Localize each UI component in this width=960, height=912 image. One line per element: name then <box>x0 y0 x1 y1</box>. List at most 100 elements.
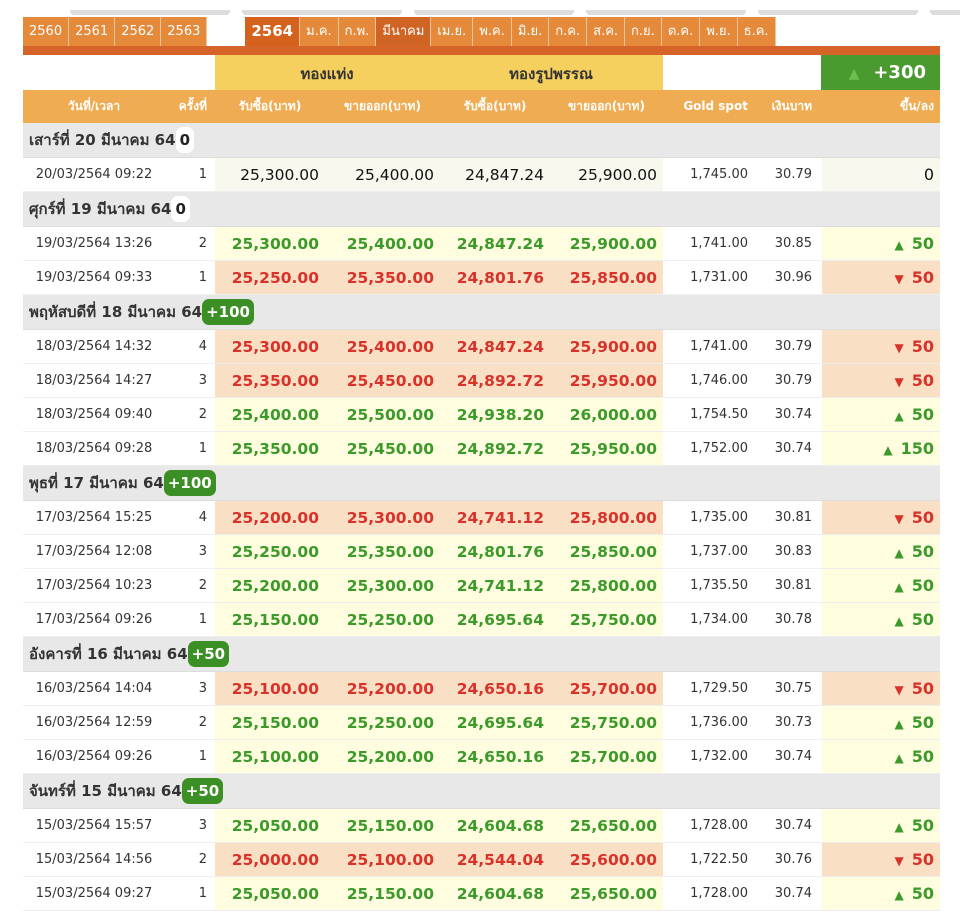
tab-month-9[interactable]: ก.ย. <box>625 17 662 46</box>
change-cell: ▼ 50 <box>822 843 940 876</box>
tab-year-2562[interactable]: 2562 <box>115 17 162 46</box>
gold-spot-cell: 1,754.50 <box>690 407 748 422</box>
gold-spot-cell: 1,752.00 <box>690 441 748 456</box>
tab-month-10[interactable]: ต.ค. <box>661 17 701 46</box>
thb-rate-cell: 30.74 <box>774 749 812 764</box>
gold-spot-cell: 1,734.00 <box>690 612 748 627</box>
up-triangle-icon: ▲ <box>894 580 904 594</box>
change-cell: ▼ 50 <box>822 261 940 294</box>
change-value: 50 <box>911 747 934 766</box>
gold-spot-cell: 1,731.00 <box>690 270 748 285</box>
bar-sell-cell: 25,250.00 <box>325 603 440 636</box>
tab-month-11[interactable]: พ.ย. <box>700 17 738 46</box>
round-cell: 1 <box>198 270 207 285</box>
column-header: เงินบาท <box>771 99 812 113</box>
round-cell: 3 <box>198 544 207 559</box>
tab-month-1[interactable]: ม.ค. <box>300 17 339 46</box>
round-cell: 1 <box>198 612 207 627</box>
up-triangle-icon: ▲ <box>894 888 904 902</box>
tab-month-12[interactable]: ธ.ค. <box>737 17 776 46</box>
tab-month-5[interactable]: พ.ค. <box>473 17 512 46</box>
bar-sell-cell: 25,350.00 <box>325 535 440 568</box>
datetime-cell: 16/03/2564 14:04 <box>35 681 153 696</box>
table-row: 15/03/2564 15:57 3 25,050.00 25,150.00 24,60… <box>23 809 940 843</box>
change-cell: ▲ 150 <box>822 432 940 465</box>
ornament-sell-cell: 25,600.00 <box>550 843 663 876</box>
ornament-sell-cell: 25,700.00 <box>550 672 663 705</box>
bar-sell-cell: 25,450.00 <box>325 364 440 397</box>
day-change-badge: +100 <box>163 470 216 496</box>
table-row: 18/03/2564 14:32 4 25,300.00 25,400.00 24,84… <box>23 330 940 364</box>
ornament-buy-cell: 24,741.12 <box>440 569 550 602</box>
day-change-badge: +50 <box>181 778 224 804</box>
up-triangle-icon: ▲ <box>894 409 904 423</box>
tab-year-2561[interactable]: 2561 <box>69 17 116 46</box>
gold-spot-cell: 1,728.00 <box>690 818 748 833</box>
day-header: อังคารที่ 16 มีนาคม 64 +50 <box>23 637 940 672</box>
tab-year-2560[interactable]: 2560 <box>23 17 70 46</box>
day-header: พุธที่ 17 มีนาคม 64 +100 <box>23 466 940 501</box>
bar-sell-cell: 25,400.00 <box>325 227 440 260</box>
thb-rate-cell: 30.73 <box>774 715 812 730</box>
gold-spot-cell: 1,736.00 <box>690 715 748 730</box>
day-header: พฤหัสบดีที่ 18 มีนาคม 64 +100 <box>23 295 940 330</box>
ornament-sell-cell: 26,000.00 <box>550 398 663 431</box>
up-triangle-icon: ▲ <box>894 238 904 252</box>
change-cell: ▲ 50 <box>822 809 940 842</box>
tab-month-2[interactable]: ก.พ. <box>338 17 377 46</box>
bar-sell-cell: 25,400.00 <box>325 158 440 191</box>
down-triangle-icon: ▼ <box>894 683 904 697</box>
ornament-sell-cell: 25,900.00 <box>550 227 663 260</box>
ornament-sell-cell: 25,950.00 <box>550 364 663 397</box>
top-image-strip <box>70 0 960 15</box>
ornament-buy-cell: 24,604.68 <box>440 809 550 842</box>
ornament-sell-cell: 25,850.00 <box>550 535 663 568</box>
column-header: ครั้งที่ <box>178 99 207 113</box>
tab-year-2563[interactable]: 2563 <box>161 17 208 46</box>
tab-gap <box>207 17 245 46</box>
column-header: รับซื้อ(บาท) <box>463 99 527 113</box>
up-triangle-icon: ▲ <box>894 614 904 628</box>
bar-buy-cell: 25,050.00 <box>215 809 325 842</box>
change-value: 0 <box>923 165 934 184</box>
thb-rate-cell: 30.74 <box>774 407 812 422</box>
datetime-cell: 18/03/2564 09:40 <box>35 407 153 422</box>
gold-spot-cell: 1,735.00 <box>690 510 748 525</box>
table-row: 17/03/2564 15:25 4 25,200.00 25,300.00 24,74… <box>23 501 940 535</box>
tab-month-8[interactable]: ส.ค. <box>587 17 626 46</box>
up-triangle-icon: ▲ <box>883 443 893 457</box>
tab-year-active[interactable]: 2564 <box>245 17 301 46</box>
bar-buy-cell: 25,300.00 <box>215 227 325 260</box>
thb-rate-cell: 30.85 <box>774 236 812 251</box>
ornament-buy-cell: 24,801.76 <box>440 535 550 568</box>
bar-buy-cell: 25,350.00 <box>215 364 325 397</box>
ornament-buy-cell: 24,801.76 <box>440 261 550 294</box>
datetime-cell: 18/03/2564 14:32 <box>35 339 153 354</box>
tab-month-7[interactable]: ก.ค. <box>549 17 588 46</box>
datetime-cell: 20/03/2564 09:22 <box>35 167 153 182</box>
change-value: 50 <box>911 234 934 253</box>
tab-month-3[interactable]: มีนาคม <box>376 17 432 46</box>
change-value: 50 <box>911 405 934 424</box>
bar-buy-cell: 25,250.00 <box>215 535 325 568</box>
table-row: 15/03/2564 09:27 1 25,050.00 25,150.00 24,60… <box>23 877 940 911</box>
tab-month-6[interactable]: มิ.ย. <box>511 17 550 46</box>
round-cell: 3 <box>198 818 207 833</box>
thb-rate-cell: 30.81 <box>774 578 812 593</box>
datetime-cell: 19/03/2564 13:26 <box>35 236 153 251</box>
gold-spot-cell: 1,741.00 <box>690 236 748 251</box>
bar-buy-cell: 25,150.00 <box>215 706 325 739</box>
ornament-sell-cell: 25,900.00 <box>550 330 663 363</box>
round-cell: 2 <box>198 236 207 251</box>
gold-bar-header: ทองแท่ง <box>300 65 354 83</box>
change-cell: ▼ 50 <box>822 672 940 705</box>
table-row: 19/03/2564 13:26 2 25,300.00 25,400.00 24,84… <box>23 227 940 261</box>
table-row: 17/03/2564 09:26 1 25,150.00 25,250.00 24,69… <box>23 603 940 637</box>
tab-month-4[interactable]: เม.ย. <box>431 17 474 46</box>
table-row: 16/03/2564 09:26 1 25,100.00 25,200.00 24,65… <box>23 740 940 774</box>
day-header: เสาร์ที่ 20 มีนาคม 64 0 <box>23 123 940 158</box>
change-cell: 0 <box>822 158 940 191</box>
ornament-buy-cell: 24,892.72 <box>440 364 550 397</box>
change-cell: ▼ 50 <box>822 501 940 534</box>
datetime-cell: 16/03/2564 12:59 <box>35 715 153 730</box>
